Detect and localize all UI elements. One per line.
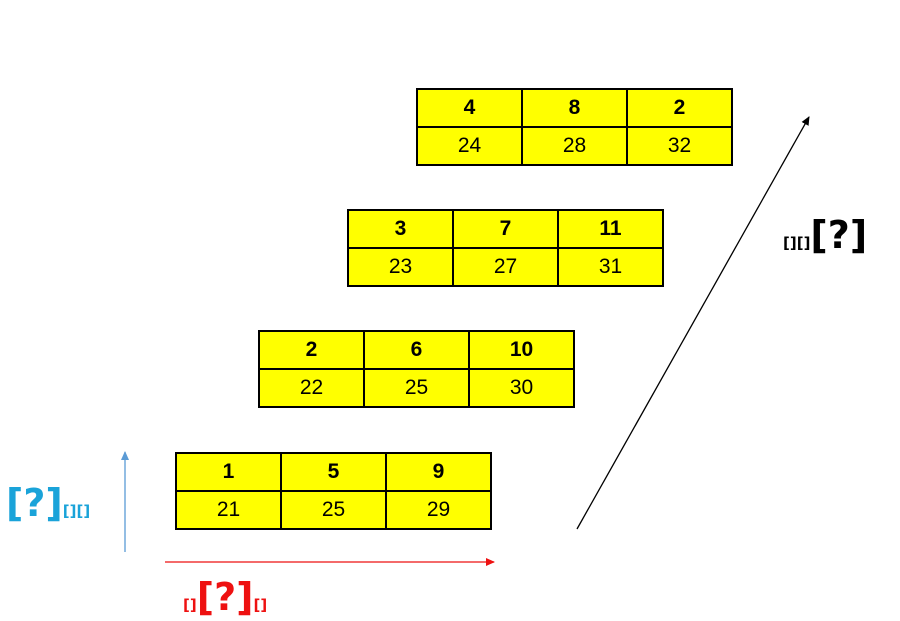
table-cell: 2 <box>626 88 733 128</box>
vertical-arrow-label: [?][][] <box>6 484 90 522</box>
table-cell: 2 <box>258 330 365 370</box>
number-table-1: 1 5 9 21 25 29 <box>175 452 492 530</box>
number-table-3: 3 7 11 23 27 31 <box>347 209 664 287</box>
table-cell: 4 <box>416 88 523 128</box>
table-cell: 28 <box>521 126 628 166</box>
table-cell: 21 <box>175 490 282 530</box>
number-table-4: 4 8 2 24 28 32 <box>416 88 733 166</box>
table-cell: 29 <box>385 490 492 530</box>
table-cell: 10 <box>468 330 575 370</box>
table-cell: 30 <box>468 368 575 408</box>
label-main: [?] <box>6 481 63 525</box>
number-table-2: 2 6 10 22 25 30 <box>258 330 575 408</box>
table-cell: 32 <box>626 126 733 166</box>
table-cell: 22 <box>258 368 365 408</box>
table-cell: 9 <box>385 452 492 492</box>
label-main: [?] <box>810 213 868 257</box>
table-cell: 23 <box>347 247 454 287</box>
label-prefix: [][] <box>783 234 811 252</box>
table-cell: 6 <box>363 330 470 370</box>
table-cell: 11 <box>557 209 664 249</box>
label-main: [?] <box>196 575 254 619</box>
label-prefix: [] <box>183 596 197 614</box>
label-suffix: [][] <box>62 502 91 520</box>
diagonal-arrow-label: [][][?] <box>783 216 867 254</box>
table-cell: 27 <box>452 247 559 287</box>
table-cell: 8 <box>521 88 628 128</box>
label-suffix: [] <box>253 596 268 614</box>
table-cell: 31 <box>557 247 664 287</box>
table-cell: 25 <box>280 490 387 530</box>
table-cell: 24 <box>416 126 523 166</box>
table-cell: 3 <box>347 209 454 249</box>
table-cell: 25 <box>363 368 470 408</box>
diagonal-arrow <box>576 116 810 530</box>
table-cell: 1 <box>175 452 282 492</box>
horizontal-arrow-label: [][?][] <box>183 578 267 616</box>
table-cell: 7 <box>452 209 559 249</box>
table-cell: 5 <box>280 452 387 492</box>
